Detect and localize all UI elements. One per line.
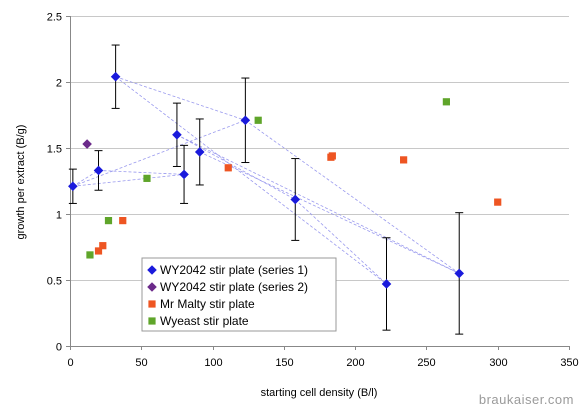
legend-marker: [147, 265, 157, 275]
legend-box: [141, 257, 337, 332]
legend-marker: [147, 282, 157, 292]
data-point-series-1: [290, 194, 301, 205]
y-tick-labels: 0 0.5 1 1.5 2 2.5: [47, 12, 62, 354]
y-tick-label: 0: [56, 342, 62, 354]
chart-axes: [70, 16, 570, 350]
y-tick-label: 2.5: [47, 12, 62, 24]
connector-line: [72, 119, 246, 187]
data-point-series-1: [68, 181, 78, 192]
data-point-series-1: [172, 130, 182, 140]
data-point-series-4: [86, 251, 94, 259]
data-point-series-1: [240, 115, 251, 126]
legend-label: Wyeast stir plate: [160, 314, 249, 328]
x-tick-label: 0: [67, 357, 73, 369]
data-points: [68, 71, 502, 289]
connector-line: [294, 199, 387, 285]
watermark-text: braukaiser.com: [479, 392, 574, 407]
data-point-series-3: [94, 247, 103, 255]
data-point-series-3: [400, 156, 408, 164]
data-point-series-1: [381, 279, 392, 289]
data-point-series-3: [328, 152, 336, 160]
connector-line: [115, 76, 387, 285]
data-point-series-3: [119, 217, 127, 225]
y-axis-title: growth per extract (B/g): [15, 125, 27, 240]
y-tick-label: 0.5: [47, 276, 62, 288]
x-tick-labels: 0 50 100 150 200 250 300 350: [67, 357, 578, 369]
connector-line: [245, 119, 460, 274]
connector-line: [199, 151, 460, 274]
data-point-series-4: [143, 174, 151, 182]
x-tick-label: 300: [489, 357, 507, 369]
data-point-series-3: [99, 242, 107, 250]
data-point-series-4: [254, 116, 262, 124]
x-tick-label: 200: [346, 357, 364, 369]
data-point-series-1: [194, 147, 205, 157]
data-point-series-1: [454, 268, 465, 279]
data-point-series-3: [224, 164, 232, 172]
connector-line: [98, 170, 185, 175]
connector-line: [115, 76, 246, 121]
legend-marker: [148, 300, 156, 308]
y-tick-label: 1.5: [47, 144, 62, 156]
data-point-series-1: [179, 169, 189, 180]
connector-line: [72, 174, 185, 187]
legend: WY2042 stir plate (series 1) WY2042 stir …: [141, 257, 337, 332]
x-tick-label: 50: [135, 357, 147, 369]
connector-line: [176, 134, 296, 200]
x-tick-label: 250: [417, 357, 435, 369]
data-point-series-4: [104, 217, 113, 225]
y-tick-label: 2: [56, 78, 62, 90]
legend-label: WY2042 stir plate (series 2): [160, 280, 308, 294]
x-tick-label: 150: [275, 357, 293, 369]
data-point-series-2: [82, 139, 92, 149]
legend-label: Mr Malty stir plate: [160, 297, 255, 311]
x-tick-label: 100: [204, 357, 222, 369]
connector-line: [176, 134, 460, 274]
legend-label: WY2042 stir plate (series 1): [160, 263, 308, 277]
data-point-series-1: [110, 71, 121, 82]
connector-line: [72, 170, 99, 187]
data-point-series-1: [93, 165, 104, 176]
y-tick-label: 1: [56, 210, 62, 222]
legend-marker: [148, 317, 156, 325]
data-point-series-3: [494, 198, 502, 206]
data-point-series-4: [442, 98, 450, 106]
series-connector-lines: [72, 76, 460, 285]
x-axis-title: starting cell density (B/l): [261, 387, 378, 399]
x-tick-label: 350: [560, 357, 578, 369]
